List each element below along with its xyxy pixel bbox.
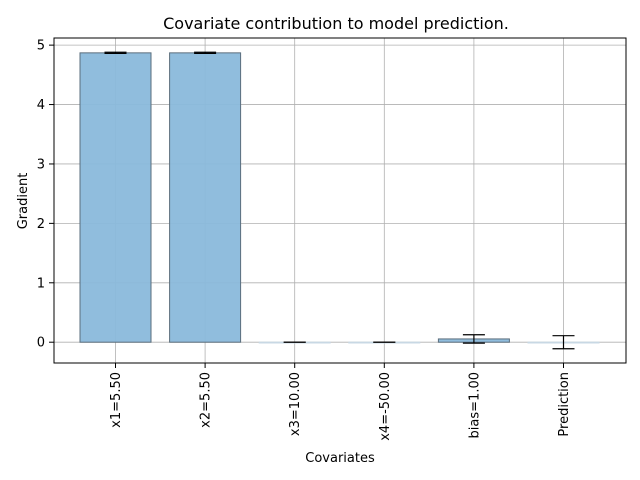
y-axis-label: Gradient — [16, 173, 31, 230]
x-axis-label: Covariates — [305, 451, 375, 466]
error-bar — [462, 334, 485, 344]
bars — [79, 52, 600, 344]
x-tick-label: x1=5.50 — [109, 372, 124, 428]
x-tick-label: x2=5.50 — [199, 372, 214, 428]
x-axis: x1=5.50 x2=5.50 x3=10.00 x4=-50.00 bias=1.00… — [109, 363, 572, 441]
plot-frame — [53, 37, 627, 364]
x-tick-label: x3=10.00 — [288, 372, 303, 436]
chart-title: Covariate contribution to model predicti… — [163, 14, 509, 33]
y-tick-label: 0 — [37, 336, 45, 351]
error-bar — [552, 335, 575, 350]
y-axis: 0 1 2 3 4 5 — [37, 39, 54, 351]
bar — [169, 52, 242, 343]
error-bars — [104, 51, 575, 350]
x-tick-label: x4=-50.00 — [378, 372, 393, 441]
error-bar — [194, 51, 217, 55]
error-bar — [104, 51, 127, 55]
y-tick-label: 3 — [37, 157, 45, 172]
x-tick-label: bias=1.00 — [467, 372, 482, 438]
x-tick-label: Prediction — [557, 372, 572, 437]
y-tick-label: 4 — [37, 98, 45, 113]
y-tick-label: 2 — [37, 217, 45, 232]
bar — [79, 52, 152, 343]
y-tick-label: 5 — [37, 39, 45, 54]
y-tick-label: 1 — [37, 276, 45, 291]
